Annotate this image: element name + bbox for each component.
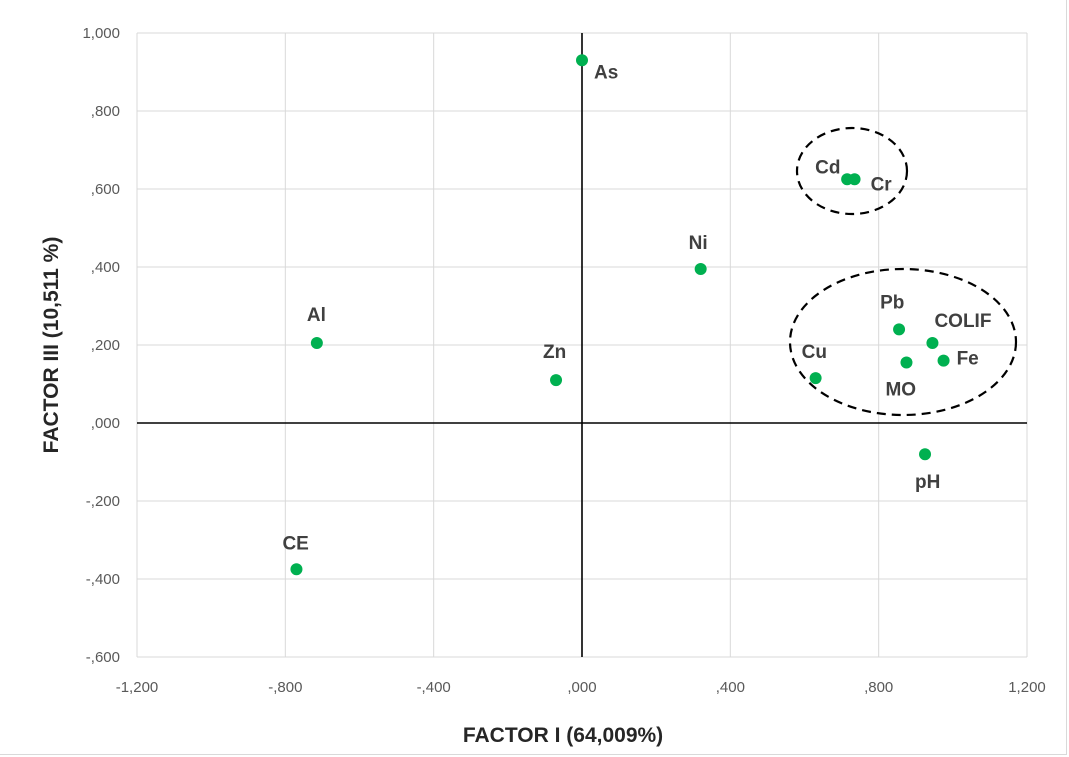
point-label: Cr <box>871 174 893 195</box>
y-tick-label: -,400 <box>86 571 120 588</box>
data-point <box>809 372 822 385</box>
data-point <box>290 563 303 576</box>
point-label: Fe <box>957 349 979 370</box>
cluster-annotations <box>788 126 1018 417</box>
point-label: CE <box>282 533 308 554</box>
x-tick-label: -,400 <box>417 679 451 696</box>
x-axis-title: FACTOR I (64,009%) <box>463 724 663 747</box>
point-label: Al <box>307 305 326 326</box>
point-label: Cd <box>815 157 840 178</box>
data-point <box>694 262 707 275</box>
x-tick-labels: -1,200 -,800 -,400 ,000 ,400 ,800 1,200 <box>116 679 1046 696</box>
data-point <box>900 356 913 369</box>
y-tick-labels: 1,000 ,800 ,600 ,400 ,200 ,000 -,200 -,400 -,600 <box>82 25 120 666</box>
point-labels: As Cd Cr Ni Al Zn Pb COLIF Fe MO Cu pH CE <box>282 62 991 554</box>
y-tick-label: ,200 <box>91 337 120 354</box>
zero-axes <box>137 33 1027 657</box>
data-point <box>848 173 861 186</box>
y-tick-label: 1,000 <box>82 25 120 42</box>
x-tick-label: ,000 <box>567 679 596 696</box>
point-label: Pb <box>880 292 904 313</box>
point-label: Zn <box>543 342 566 363</box>
point-label: As <box>594 62 618 83</box>
data-point <box>310 337 323 350</box>
x-tick-label: ,800 <box>864 679 893 696</box>
x-tick-label: ,400 <box>716 679 745 696</box>
y-tick-label: ,000 <box>91 415 120 432</box>
point-label: Cu <box>802 342 827 363</box>
x-tick-label: -,800 <box>268 679 302 696</box>
data-point <box>919 448 932 461</box>
y-tick-label: -,200 <box>86 493 120 510</box>
x-tick-label: 1,200 <box>1008 679 1046 696</box>
y-axis-title: FACTOR III (10,511 %) <box>40 237 63 454</box>
data-point <box>893 323 906 336</box>
data-points <box>290 54 950 576</box>
point-label: COLIF <box>934 311 991 332</box>
y-tick-label: ,600 <box>91 181 120 198</box>
cluster-ellipse <box>795 126 909 216</box>
data-point <box>926 337 939 350</box>
cluster-ellipse <box>788 267 1018 417</box>
point-label: Ni <box>689 233 708 254</box>
point-label: MO <box>885 380 916 401</box>
x-tick-label: -1,200 <box>116 679 159 696</box>
data-point <box>937 354 950 367</box>
y-tick-label: ,800 <box>91 103 120 120</box>
y-tick-label: -,600 <box>86 649 120 666</box>
data-point <box>550 374 563 387</box>
data-point <box>576 54 588 67</box>
point-label: pH <box>915 472 940 493</box>
y-tick-label: ,400 <box>91 259 120 276</box>
